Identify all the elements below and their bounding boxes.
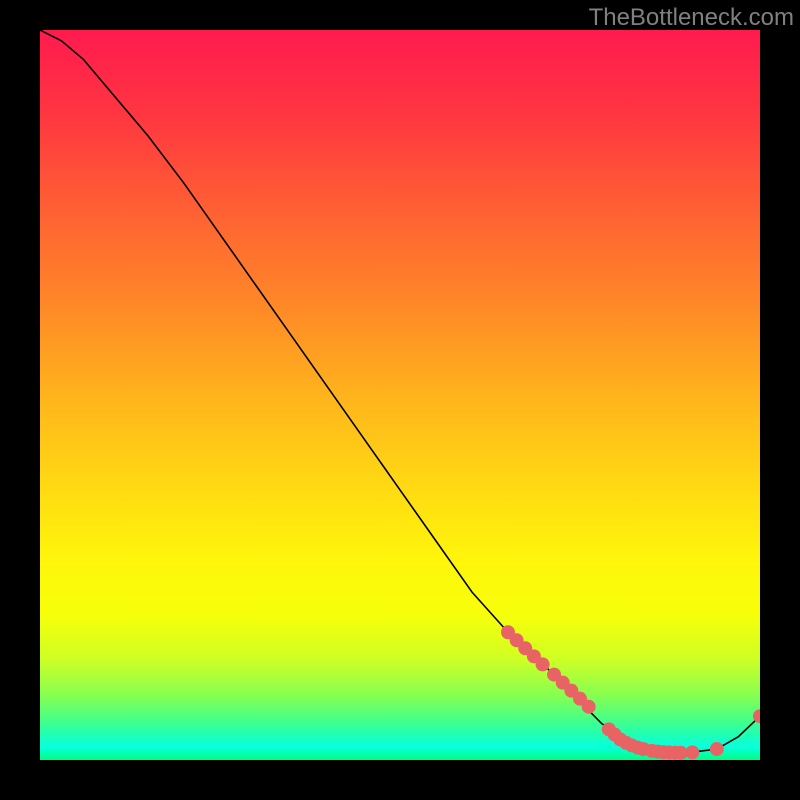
chart-svg [40, 30, 760, 760]
chart-canvas: TheBottleneck.com [0, 0, 800, 800]
gradient-background [40, 30, 760, 760]
data-marker [582, 700, 596, 714]
data-marker [536, 657, 550, 671]
data-marker [710, 742, 724, 756]
data-marker [685, 745, 699, 759]
watermark-text: TheBottleneck.com [589, 4, 794, 32]
plot-area [40, 30, 760, 760]
